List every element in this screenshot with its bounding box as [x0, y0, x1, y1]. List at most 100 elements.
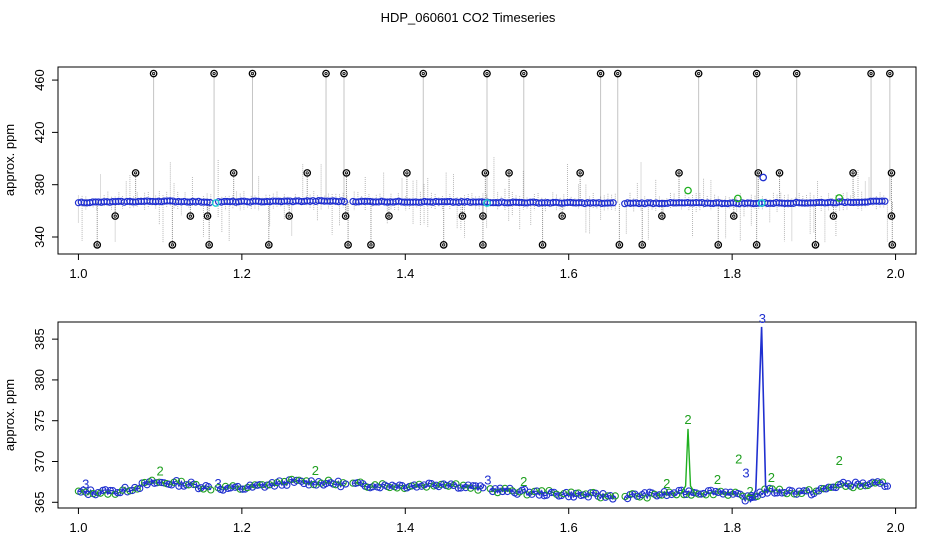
outlier-point-inner: [755, 243, 759, 247]
y-tick-label: 365: [32, 491, 47, 513]
outlier-point: [419, 69, 428, 78]
outlier-point: [248, 69, 257, 78]
y-tick-label: 380: [32, 369, 47, 391]
data-point: [881, 482, 889, 491]
outlier-point-inner: [212, 71, 216, 76]
data-point: [574, 489, 583, 497]
data-point: [239, 485, 247, 493]
outlier-point-inner: [95, 243, 99, 247]
outlier-point: [558, 212, 567, 220]
outlier-point-inner: [617, 243, 621, 247]
data-point: [820, 485, 828, 493]
outlier-point-inner: [232, 171, 236, 175]
data-point: [307, 477, 315, 485]
outlier-point: [888, 240, 897, 249]
data-point: [207, 486, 215, 494]
data-point: [861, 482, 869, 490]
outlier-point: [264, 240, 273, 249]
outlier-point-inner: [481, 243, 485, 247]
data-point: [665, 488, 673, 496]
plot-frame: [57, 66, 917, 255]
outlier-point-inner: [716, 243, 720, 247]
outlier-point: [792, 69, 801, 78]
green-point: [835, 194, 844, 202]
outlier-point-inner: [540, 243, 545, 247]
outlier-point: [340, 69, 348, 78]
data-point: [155, 478, 163, 486]
outlier-point: [322, 69, 330, 78]
outlier-point-inner: [756, 171, 760, 175]
outlier-point: [342, 169, 351, 177]
x-tick-label: 1.2: [233, 520, 251, 535]
outlier-point: [596, 69, 605, 78]
data-point: [337, 197, 346, 205]
panel-bottom: approx. ppm 1.0 1.2 1.4 1.6 1.8 2.0 365 370 375…: [2, 311, 917, 535]
outlier-point: [694, 69, 703, 78]
outlier-point-inner: [134, 171, 138, 175]
data-point: [189, 480, 198, 489]
outlier-point-inner: [460, 214, 465, 218]
blue-spike-line: [749, 326, 769, 503]
data-point: [462, 483, 470, 492]
series-label-3: 3: [742, 465, 749, 480]
outlier-point-inner: [831, 214, 836, 218]
outlier-point: [754, 169, 763, 177]
series-label-3: 3: [748, 489, 755, 504]
data-point: [219, 486, 227, 494]
panel-top: approx. ppm 1.0 1.2 1.4 1.6 1.8 2.0 340 380 420…: [2, 66, 917, 281]
data-point: [386, 483, 394, 492]
series-line: [489, 487, 616, 500]
data-point: [770, 489, 779, 497]
data-point: [844, 480, 852, 488]
outlier-point-inner: [421, 71, 425, 76]
data-point: [302, 477, 311, 485]
plot-frame: [57, 321, 917, 509]
data-point: [547, 488, 556, 497]
data-point: [292, 476, 301, 485]
outlier-point: [479, 240, 487, 249]
data-point: [203, 198, 211, 206]
outlier-point-inner: [113, 214, 117, 218]
data-point: [824, 483, 833, 491]
outlier-point-inner: [483, 171, 487, 175]
data-point: [126, 487, 134, 495]
outlier-point: [210, 69, 218, 78]
series-label-2: 2: [768, 470, 775, 485]
data-point: [611, 492, 619, 500]
data-point: [606, 199, 614, 207]
outlier-point: [576, 169, 585, 177]
y-axis-label: approx. ppm: [2, 379, 17, 451]
outlier-point-inner: [616, 71, 620, 76]
outlier-point-inner: [369, 243, 373, 247]
outlier-point-inner: [207, 243, 211, 247]
data-point: [704, 487, 713, 495]
outlier-point-inner: [598, 71, 603, 76]
outlier-point: [615, 240, 624, 249]
data-point: [775, 485, 784, 493]
data-point: [623, 494, 632, 503]
outlier-point-inner: [205, 214, 210, 218]
x-tick-label: 1.4: [396, 266, 414, 281]
y-tick-label: 420: [32, 122, 47, 144]
outlier-point-inner: [324, 71, 328, 76]
outlier-point-inner: [777, 171, 782, 175]
outlier-point-inner: [170, 243, 174, 247]
outlier-point-inner: [481, 214, 485, 218]
outlier-point: [505, 169, 513, 177]
series-label-2: 2: [663, 476, 670, 491]
outlier-point: [479, 212, 487, 220]
outlier-point-inner: [342, 71, 346, 76]
series-label-2: 2: [836, 453, 843, 468]
x-tick-label: 1.8: [723, 520, 741, 535]
outlier-point: [638, 240, 647, 249]
x-tick-label: 2.0: [887, 520, 905, 535]
outlier-point: [829, 212, 838, 220]
y-tick-label: 340: [32, 226, 47, 248]
outlier-point-inner: [889, 214, 894, 218]
data-point: [243, 483, 252, 492]
outlier-point-inner: [287, 214, 291, 218]
green-point: [734, 194, 742, 203]
outlier-point: [867, 69, 875, 78]
data-point: [437, 480, 445, 489]
series-label-3: 3: [759, 311, 766, 326]
